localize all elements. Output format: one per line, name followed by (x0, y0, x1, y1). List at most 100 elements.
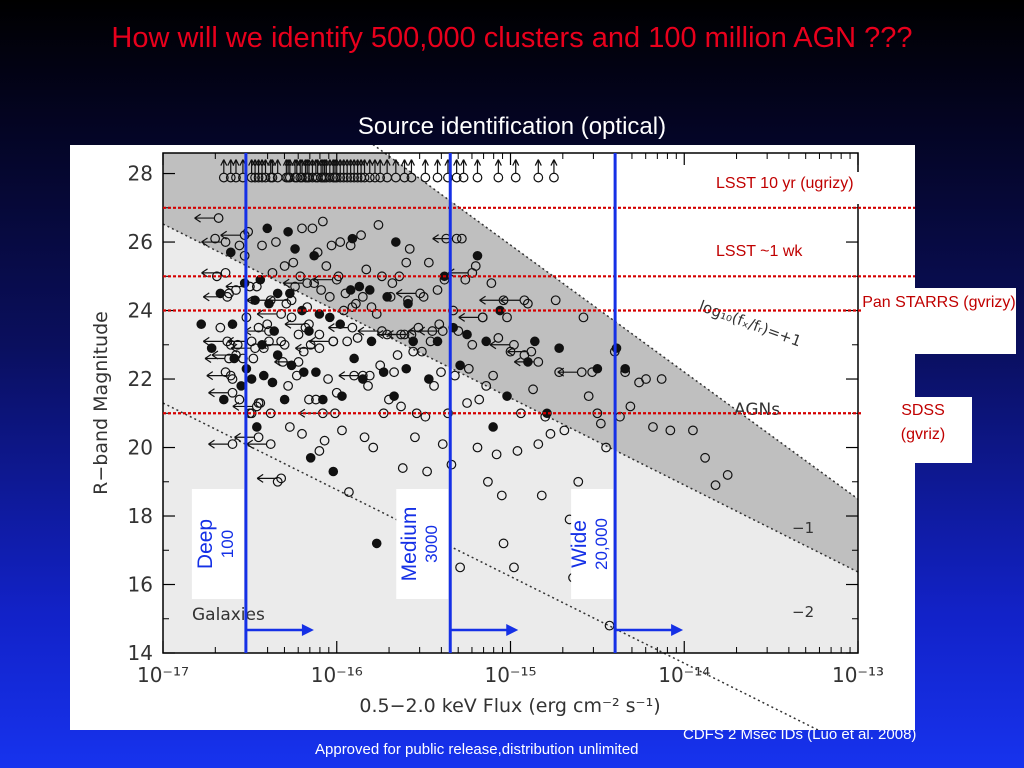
up-arrow (400, 159, 409, 174)
left-arrow (208, 439, 229, 449)
y-tick-label: 22 (128, 367, 153, 391)
open-source-point (401, 257, 412, 268)
lsst-1wk-label: LSST ~1 wk (708, 236, 838, 272)
open-source-point (215, 322, 226, 333)
left-arrow (201, 237, 222, 247)
open-source-point (545, 428, 556, 439)
filled-source-point (267, 377, 278, 388)
open-source-point (483, 476, 493, 487)
open-source-point (573, 476, 584, 487)
left-arrow (418, 326, 439, 336)
filled-source-point (382, 292, 392, 302)
filled-source-point (403, 298, 413, 309)
survey-arrow-head (301, 624, 314, 636)
open-source-point (436, 367, 446, 378)
up-arrow (383, 159, 391, 174)
left-arrow (225, 282, 246, 292)
open-source-point (625, 401, 636, 412)
open-source-point (284, 422, 295, 432)
filled-source-point (481, 336, 491, 347)
filled-source-point (345, 285, 356, 295)
left-arrow (284, 319, 305, 329)
open-source-point (316, 285, 327, 295)
filled-source-point (424, 374, 434, 384)
open-source-point (220, 367, 231, 378)
filled-source-point (502, 391, 512, 401)
open-source-point (688, 425, 698, 436)
open-source-point (257, 240, 267, 251)
left-arrow (513, 357, 535, 367)
survey-flux-limits: Deep 100 Medium 3000 Wide 20,000 (191, 153, 684, 653)
open-source-point (522, 298, 533, 309)
filled-source-point (347, 233, 358, 244)
filled-source-point (324, 312, 335, 323)
left-arrow (295, 343, 316, 353)
open-source-point (410, 432, 420, 443)
filled-source-point (371, 538, 382, 549)
open-source-point (366, 302, 377, 313)
open-source-point (472, 442, 483, 453)
filled-source-point (206, 343, 217, 354)
sdss-label: SDSS (gvriz) (862, 397, 972, 463)
open-source-point (350, 298, 361, 309)
filled-source-point (592, 363, 603, 374)
filled-source-point (462, 329, 472, 340)
open-source-point (317, 216, 328, 227)
up-arrow (512, 159, 520, 174)
open-source-point (276, 336, 287, 347)
filled-source-point (227, 319, 238, 330)
open-source-point (491, 449, 502, 460)
ratio-label-minus2: −2 (792, 603, 814, 621)
filled-source-point (318, 394, 328, 405)
survey-count-label: 20,000 (592, 518, 611, 570)
filled-source-point (378, 367, 389, 377)
filled-source-point (554, 343, 564, 354)
open-source-point (361, 264, 372, 275)
open-source-point (321, 261, 332, 271)
open-source-point (528, 384, 538, 395)
open-source-point (488, 370, 499, 381)
filled-source-point (389, 391, 399, 401)
open-source-point (314, 329, 325, 340)
filled-source-point (335, 319, 346, 330)
survey-arrow-head (506, 624, 519, 636)
survey-name-label: Wide (568, 520, 591, 568)
left-arrow (256, 309, 278, 319)
survey-name-label: Medium (398, 507, 421, 582)
filled-source-point (304, 326, 314, 336)
filled-source-point (432, 336, 443, 347)
y-tick-label: 14 (128, 641, 153, 665)
open-source-point (326, 240, 337, 251)
open-source-point (371, 309, 382, 319)
open-source-point (271, 237, 281, 247)
up-arrow (473, 159, 482, 174)
data-credit: CDFS 2 Msec IDs (Luo et al. 2008) (683, 726, 917, 743)
filled-source-point (366, 336, 377, 347)
open-source-point (337, 425, 347, 436)
agn-region (163, 153, 858, 572)
open-source-point (304, 394, 314, 405)
up-arrow (460, 159, 468, 174)
left-arrow (202, 292, 224, 302)
filled-source-point (196, 319, 207, 330)
left-arrow (246, 295, 267, 305)
ratio-line-plus1 (372, 145, 859, 500)
open-source-point (559, 425, 570, 436)
open-source-point (297, 223, 307, 234)
filled-source-point (290, 244, 300, 254)
survey-count-label: 3000 (422, 525, 441, 563)
open-source-point (481, 380, 492, 391)
left-arrow (458, 312, 479, 322)
open-source-point (347, 302, 358, 313)
open-source-point (397, 463, 408, 473)
open-source-point (363, 380, 373, 391)
left-arrow (227, 336, 248, 346)
left-arrow (267, 295, 288, 305)
open-source-point (314, 446, 325, 456)
y-axis-title: R−band Magnitude (90, 311, 112, 495)
up-arrow (534, 159, 542, 174)
open-source-point (422, 466, 433, 477)
open-source-point (463, 363, 474, 374)
left-arrow (211, 350, 232, 360)
open-source-point (283, 380, 294, 391)
